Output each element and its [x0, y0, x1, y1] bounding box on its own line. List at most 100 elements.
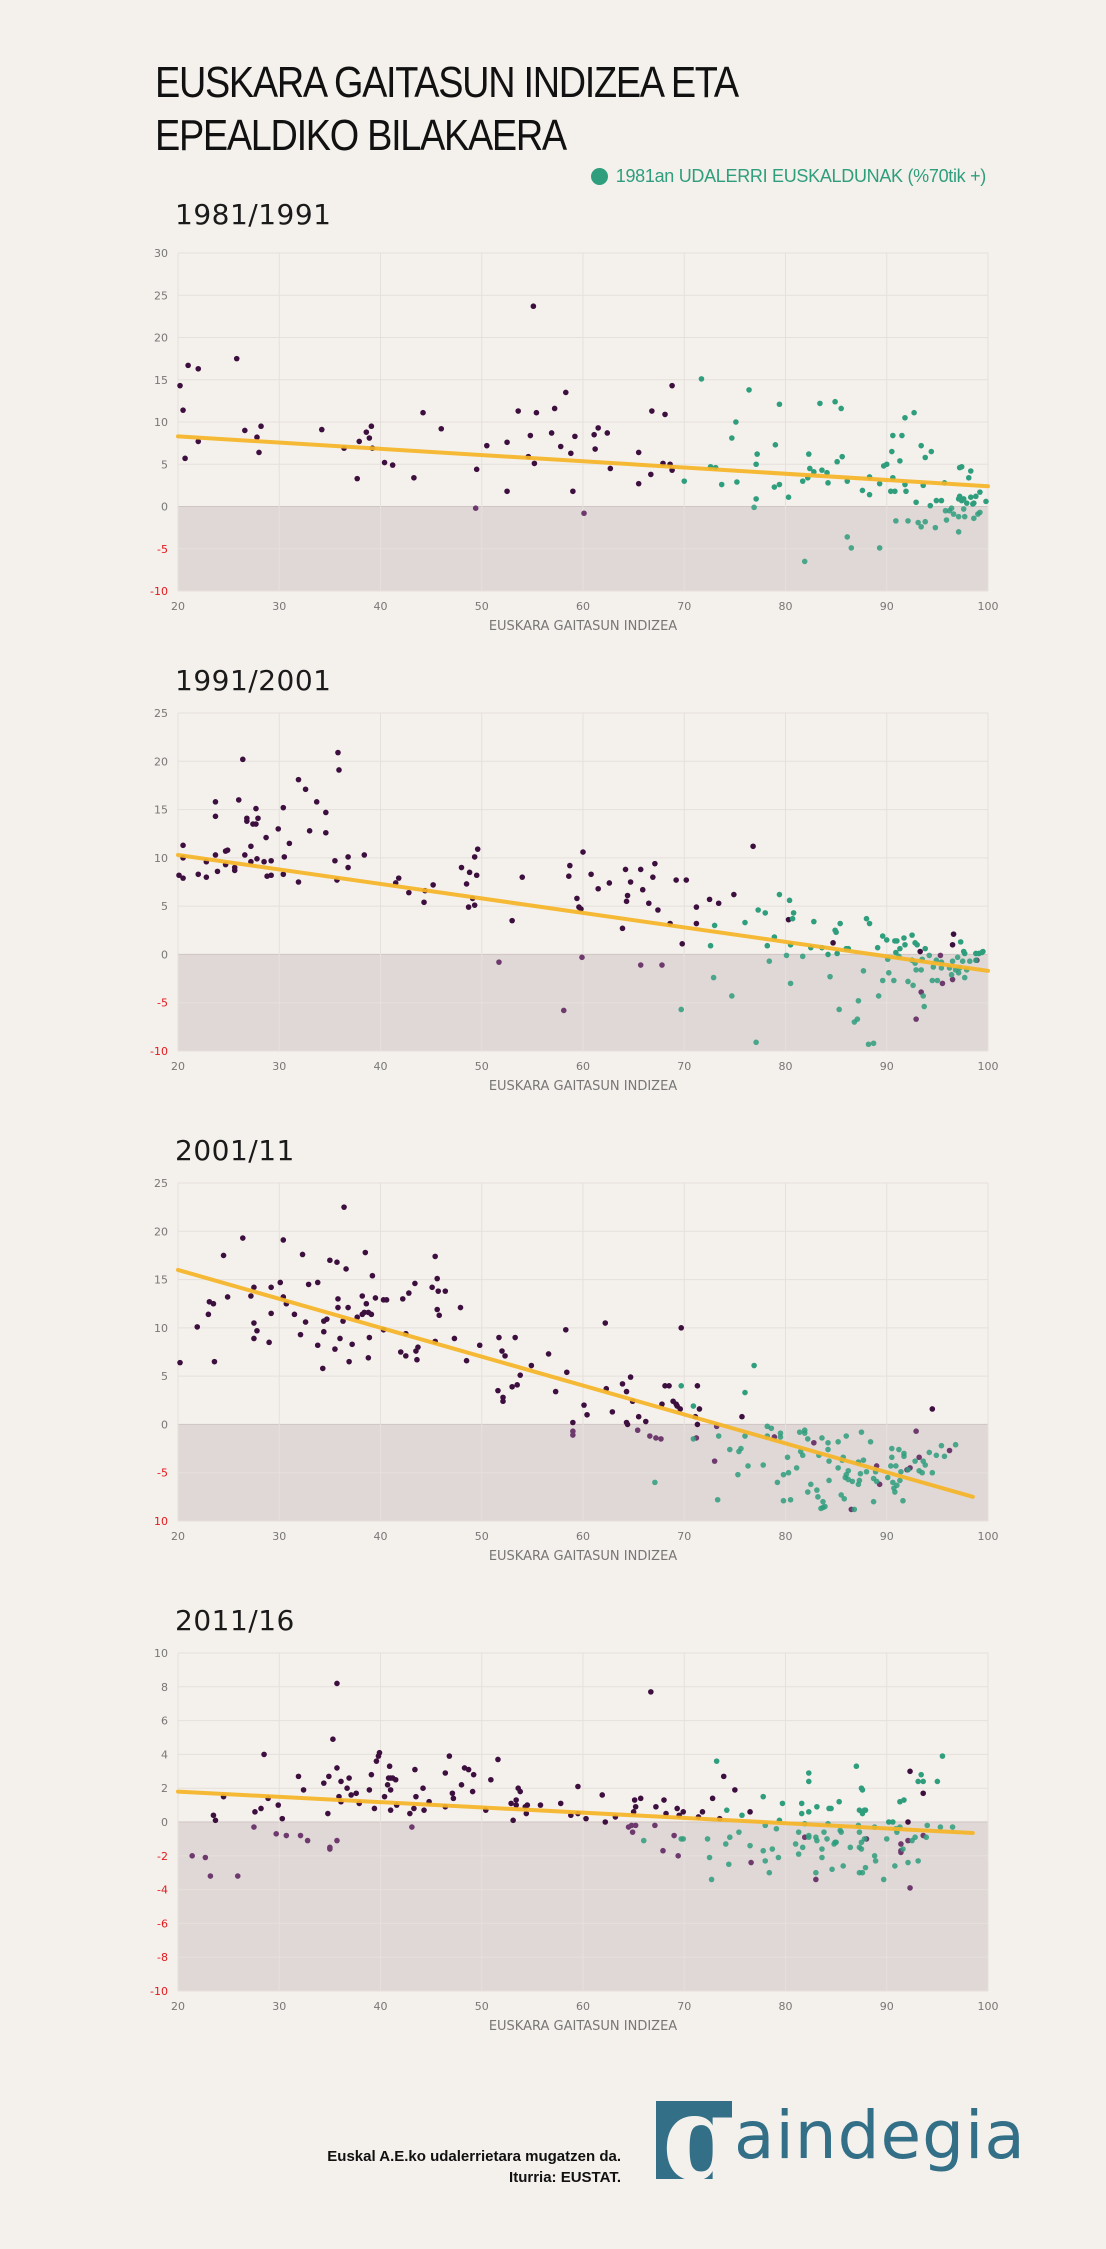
- data-point: [233, 355, 240, 362]
- x-tick-label: 70: [677, 2000, 691, 2013]
- data-point: [956, 493, 963, 500]
- data-point: [640, 1837, 647, 1844]
- data-point: [430, 882, 436, 888]
- data-point: [948, 505, 955, 511]
- data-point: [718, 481, 725, 488]
- data-point: [488, 1776, 494, 1783]
- data-point: [949, 941, 956, 948]
- data-point: [949, 1824, 956, 1830]
- data-point: [341, 1204, 347, 1210]
- data-point: [451, 1335, 458, 1342]
- data-point: [900, 1497, 906, 1504]
- data-point: [261, 858, 267, 865]
- data-point: [859, 1787, 866, 1793]
- x-tick-label: 100: [978, 600, 999, 613]
- x-tick-label: 60: [576, 600, 590, 613]
- data-point: [971, 515, 977, 522]
- data-point: [706, 1854, 713, 1861]
- data-point: [619, 925, 626, 932]
- data-point: [973, 957, 979, 964]
- data-point: [733, 419, 739, 425]
- data-point: [753, 461, 759, 468]
- data-point: [811, 918, 817, 925]
- data-point: [929, 1406, 936, 1412]
- data-point: [915, 519, 921, 526]
- data-point: [253, 805, 259, 812]
- data-point: [912, 1458, 918, 1464]
- data-point: [862, 1807, 869, 1813]
- y-tick-label: -4: [157, 1884, 168, 1897]
- data-point: [637, 1795, 644, 1802]
- x-tick-label: 100: [978, 1060, 999, 1073]
- data-point: [508, 1800, 514, 1807]
- x-tick-label: 40: [374, 2000, 388, 2013]
- data-point: [760, 1847, 767, 1854]
- data-point: [224, 847, 231, 853]
- data-point: [834, 458, 840, 465]
- data-point: [678, 1325, 685, 1331]
- data-point: [805, 451, 812, 457]
- data-point: [263, 834, 269, 841]
- data-point: [595, 425, 601, 431]
- data-point: [202, 1854, 209, 1861]
- data-point: [344, 1785, 350, 1791]
- y-tick-label: 10: [154, 1515, 168, 1528]
- data-point: [734, 479, 740, 485]
- data-point: [814, 1487, 820, 1493]
- data-point: [662, 1383, 668, 1389]
- data-point: [387, 1807, 394, 1813]
- data-point: [570, 1432, 576, 1438]
- data-point: [830, 940, 836, 946]
- data-point: [254, 434, 260, 441]
- data-point: [739, 1812, 745, 1819]
- data-point: [251, 1284, 257, 1291]
- data-point: [832, 398, 838, 405]
- data-point: [954, 954, 961, 961]
- data-point: [500, 1398, 506, 1405]
- x-tick-label: 70: [677, 1530, 691, 1543]
- data-point: [711, 1458, 718, 1464]
- data-point: [473, 872, 480, 879]
- data-point: [674, 1805, 680, 1812]
- data-point: [537, 1802, 544, 1808]
- data-point: [381, 1793, 388, 1800]
- data-point: [720, 1773, 727, 1780]
- data-point: [889, 448, 895, 455]
- trend-line: [176, 852, 990, 973]
- data-point: [470, 1771, 477, 1778]
- data-point: [530, 303, 537, 310]
- data-point: [255, 815, 261, 822]
- data-point: [867, 1439, 874, 1445]
- data-point: [745, 1463, 751, 1469]
- data-point: [960, 506, 967, 512]
- y-tick-label: 0: [161, 948, 168, 961]
- data-point: [863, 915, 870, 922]
- data-point: [680, 1836, 687, 1842]
- y-tick-label: 5: [161, 458, 168, 471]
- data-point: [916, 1454, 922, 1461]
- series-other: [177, 303, 675, 517]
- data-point: [420, 1785, 426, 1791]
- data-point: [495, 1756, 501, 1763]
- data-point: [883, 461, 890, 468]
- data-point: [660, 1847, 666, 1854]
- data-point: [870, 1040, 877, 1047]
- data-point: [381, 459, 388, 466]
- data-point: [195, 365, 202, 372]
- data-point: [939, 980, 946, 987]
- data-point: [457, 1304, 464, 1311]
- data-point: [661, 1797, 667, 1803]
- data-point: [235, 797, 242, 803]
- data-point: [926, 952, 933, 959]
- data-point: [362, 1249, 369, 1256]
- data-point: [368, 423, 375, 430]
- data-point: [302, 1319, 309, 1325]
- data-point: [517, 1372, 524, 1378]
- data-point: [819, 1846, 825, 1852]
- data-point: [937, 952, 944, 959]
- data-point: [345, 1304, 351, 1311]
- data-point: [892, 1489, 898, 1495]
- data-point: [634, 1427, 641, 1434]
- data-point: [742, 1433, 748, 1439]
- data-point: [678, 1383, 685, 1389]
